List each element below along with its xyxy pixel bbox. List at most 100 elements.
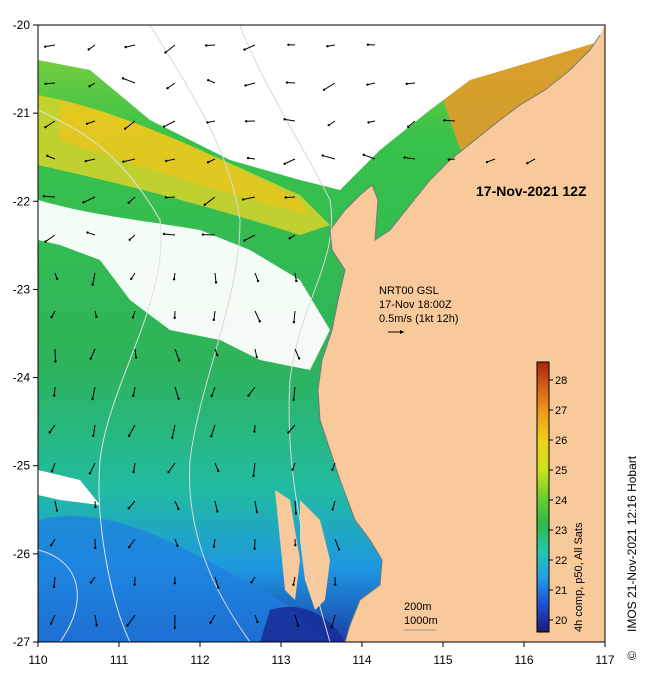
current-vector: [45, 44, 56, 48]
current-vector: [124, 120, 136, 130]
current-vector-head: [366, 83, 369, 86]
current-vector-head: [122, 160, 125, 163]
timestamp-label: 17-Nov-2021 12Z: [476, 183, 587, 199]
current-vector-head: [296, 624, 300, 627]
colorbar-ticks: 20 21 22 23 24 25 26 27 28: [549, 375, 567, 627]
current-vector: [133, 462, 136, 473]
current-vector-head: [91, 397, 94, 401]
current-vector-head: [241, 198, 245, 201]
isobath-deep-2: [38, 549, 78, 642]
current-vector-head: [407, 125, 410, 128]
current-vector: [85, 158, 96, 162]
current-vector: [328, 120, 336, 126]
current-vector-head: [162, 125, 166, 128]
current-vector-head: [44, 240, 47, 243]
current-vector-head: [285, 81, 289, 84]
current-vector-head: [258, 320, 261, 323]
current-vector: [284, 118, 296, 122]
current-vector-head: [91, 283, 94, 286]
current-vector: [171, 424, 176, 438]
current-vector-head: [95, 624, 98, 627]
x-tick-label: 111: [110, 653, 129, 667]
current-vector-head: [172, 278, 176, 281]
current-vector-head: [55, 509, 59, 512]
current-vector: [128, 424, 136, 437]
colorbar-tick-label: 27: [555, 405, 567, 417]
current-vector: [406, 82, 416, 85]
current-vector-head: [255, 355, 258, 359]
current-vector-head: [209, 621, 212, 624]
y-tick-label: -27: [13, 635, 31, 649]
current-vector-head: [331, 468, 334, 471]
current-vector-head: [127, 434, 131, 438]
current-vector: [90, 348, 96, 359]
current-vector: [367, 82, 376, 86]
current-vector: [334, 538, 340, 550]
current-vector: [45, 82, 56, 85]
current-vector-head: [243, 239, 246, 242]
current-vector-head: [162, 232, 166, 236]
current-vector-head: [85, 122, 89, 125]
colorbar-tick-label: 23: [555, 525, 567, 537]
current-vector: [288, 424, 296, 433]
credit-text: IMOS 21-Nov-2021 12:16 Hobart: [625, 455, 639, 632]
plot-frame: [37, 24, 606, 643]
current-vector-head: [177, 397, 180, 400]
current-vector: [244, 234, 256, 241]
current-vector-head: [292, 320, 296, 324]
current-vector-head: [526, 161, 529, 165]
current-vector: [128, 538, 136, 548]
current-vector: [53, 386, 56, 396]
current-vector: [43, 195, 56, 198]
current-vector-head: [367, 121, 370, 124]
current-vector-head: [173, 626, 177, 629]
colorbar: [536, 361, 550, 633]
y-tick-label: -23: [13, 282, 31, 296]
current-vector: [207, 120, 216, 123]
current-vector-head: [128, 238, 131, 241]
current-vector-head: [206, 161, 210, 164]
current-vector-head: [130, 277, 133, 281]
current-vector-head: [121, 77, 125, 80]
current-vector-head: [204, 44, 208, 47]
isobath-legend-200: 200m: [404, 601, 432, 613]
current-vector: [49, 424, 56, 433]
current-vector: [165, 44, 176, 53]
current-vector-head: [86, 231, 89, 234]
current-vector-head: [244, 120, 248, 123]
cloud-north: [38, 25, 605, 190]
current-vector: [210, 424, 216, 437]
current-vector: [327, 44, 336, 47]
current-vector-head: [50, 470, 54, 473]
current-vector-head: [44, 82, 47, 85]
colorbar-tick-label: 20: [555, 615, 567, 627]
current-vector-head: [173, 316, 176, 319]
current-vector-head: [88, 85, 91, 88]
current-vector-head: [206, 121, 209, 124]
coastline: [317, 34, 601, 642]
current-vector-head: [284, 196, 287, 199]
current-vector: [134, 348, 137, 358]
current-vector-head: [46, 154, 49, 158]
current-vector: [293, 386, 296, 400]
colorbar-tick-label: 26: [555, 435, 567, 447]
current-vector: [363, 154, 376, 160]
current-vector-head: [287, 43, 290, 46]
current-vector: [213, 538, 216, 547]
y-tick-label: -26: [13, 547, 31, 561]
y-tick-label: -22: [13, 194, 31, 208]
current-vector: [45, 120, 56, 128]
current-vector-head: [244, 84, 247, 87]
current-vector-head: [256, 620, 259, 624]
current-vector: [244, 44, 256, 51]
current-legend-line2: 17-Nov 18:00Z: [379, 299, 452, 311]
current-vector: [214, 462, 219, 472]
x-tick-label: 115: [433, 653, 452, 667]
current-vector-head: [250, 580, 253, 584]
current-vector-head: [443, 119, 446, 122]
current-vector-head: [297, 357, 301, 360]
current-vector-head: [167, 470, 170, 474]
x-tick-label: 113: [271, 653, 290, 667]
current-vector: [214, 576, 219, 588]
current-vector-head: [283, 162, 286, 165]
